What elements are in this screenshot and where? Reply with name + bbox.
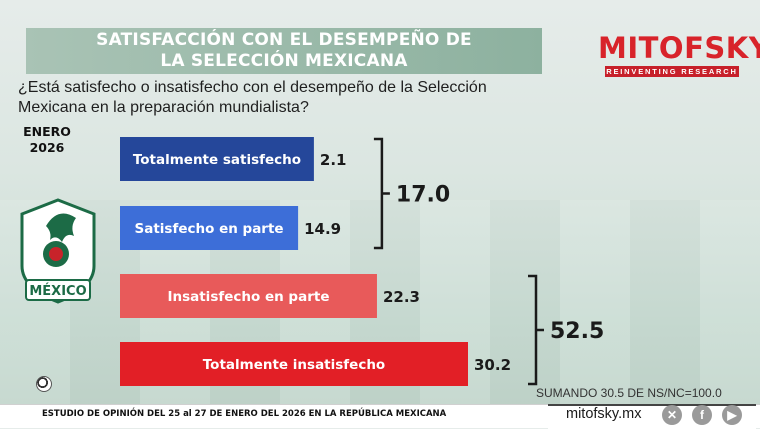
seleccion-mexicana-crest: MÉXICO (20, 198, 96, 304)
bar-label-2: Insatisfecho en parte (167, 289, 329, 305)
value-label-1: 14.9 (304, 220, 341, 238)
title-band (26, 28, 542, 74)
ball-emblem-center (49, 247, 63, 261)
bar-label-3: Totalmente insatisfecho (203, 357, 385, 373)
period-month: ENERO (23, 124, 71, 139)
group-total-1: 52.5 (550, 319, 604, 344)
period-label: ENERO 2026 (14, 124, 80, 156)
soccer-ball-icon (36, 376, 52, 392)
survey-question: ¿Está satisfecho o insatisfecho con el d… (18, 79, 487, 116)
x-icon[interactable]: ✕ (662, 405, 682, 425)
bar-1 (120, 206, 299, 250)
bar-0 (120, 137, 314, 181)
brand-tagline: REINVENTING RESEARCH (605, 66, 739, 77)
eagle-icon (46, 213, 76, 242)
group-brackets: 17.0 52.5 (373, 137, 604, 386)
bar-label-0: Totalmente satisfecho (133, 152, 301, 168)
value-label-0: 2.1 (320, 151, 347, 169)
crest-label-box (25, 279, 91, 301)
group-bracket-0 (373, 137, 390, 250)
title-line-2: LA SELECCIÓN MEXICANA (160, 51, 408, 71)
site-box (548, 404, 756, 429)
bar-3 (120, 342, 468, 386)
group-total-0: 17.0 (396, 183, 450, 208)
period-year: 2026 (29, 140, 65, 155)
value-label-3: 30.2 (474, 356, 511, 374)
brand-name: MITOFSKY (598, 31, 760, 65)
footer-source: ESTUDIO DE OPINIÓN DEL 25 al 27 DE ENERO… (42, 409, 447, 419)
bars-layer: Totalmente satisfecho 2.1 Satisfecho en pa… (120, 137, 511, 386)
bar-label-1: Satisfecho en parte (135, 221, 284, 237)
brand-logo: MITOFSKY REINVENTING RESEARCH (598, 31, 760, 80)
bar-2 (120, 274, 377, 318)
title-line-1: SATISFACCIÓN CON EL DESEMPEÑO DE (96, 30, 472, 50)
facebook-icon[interactable]: f (692, 405, 712, 425)
chart-title: SATISFACCIÓN CON EL DESEMPEÑO DE LA SELE… (26, 30, 542, 72)
crest-label: MÉXICO (29, 283, 86, 299)
youtube-icon[interactable]: ▶ (722, 405, 742, 425)
value-label-2: 22.3 (383, 288, 420, 306)
group-bracket-1 (528, 274, 544, 386)
nsnc-note: SUMANDO 30.5 DE NS/NC=100.0 (536, 386, 722, 400)
website-link[interactable]: mitofsky.mx (566, 406, 642, 422)
